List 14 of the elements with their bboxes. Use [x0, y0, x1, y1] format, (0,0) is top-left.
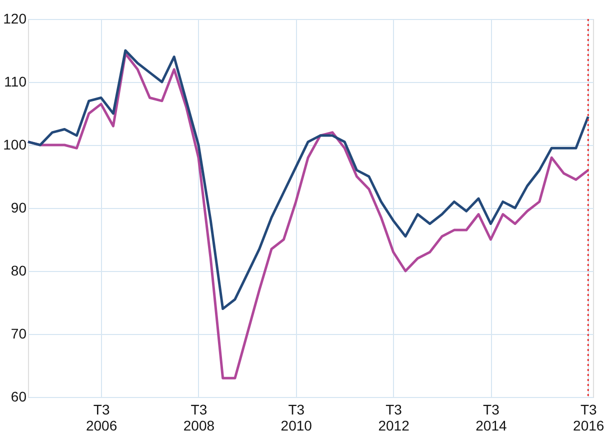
y-tick-label: 90 — [10, 200, 27, 216]
y-tick-label: 110 — [4, 74, 27, 90]
line-series — [26, 49, 590, 310]
x-tick-label: T3 2006 — [86, 402, 118, 434]
y-tick-label: 80 — [10, 262, 27, 278]
y-tick-label: 100 — [3, 136, 27, 152]
y-tick-label: 120 — [3, 10, 27, 26]
y-tick-label: 70 — [10, 326, 27, 342]
x-tick-label: T3 2014 — [476, 402, 507, 434]
x-tick-label: T3 2010 — [280, 402, 312, 434]
x-tick-label: T3 2012 — [378, 402, 410, 434]
x-tick-label: T3 2016 — [573, 402, 604, 434]
x-tick-label: T3 2008 — [183, 402, 215, 434]
y-tick-label: 60 — [10, 388, 27, 404]
